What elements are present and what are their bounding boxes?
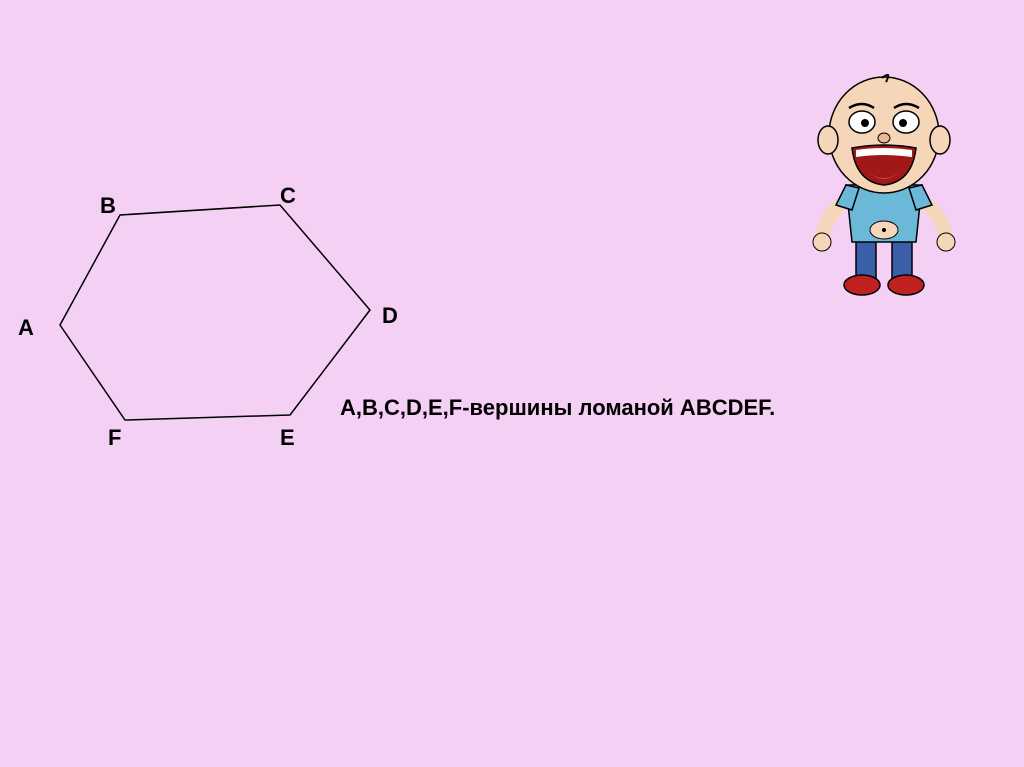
caption-text: A,B,C,D,E,F-вершины ломаной ABCDEF. [340, 395, 775, 421]
vertex-label-c: C [280, 183, 296, 209]
vertex-label-e: E [280, 425, 295, 451]
vertex-label-b: B [100, 193, 116, 219]
vertex-label-f: F [108, 425, 121, 451]
vertex-label-d: D [382, 303, 398, 329]
vertex-label-a: A [18, 315, 34, 341]
cartoon-character [804, 70, 964, 300]
